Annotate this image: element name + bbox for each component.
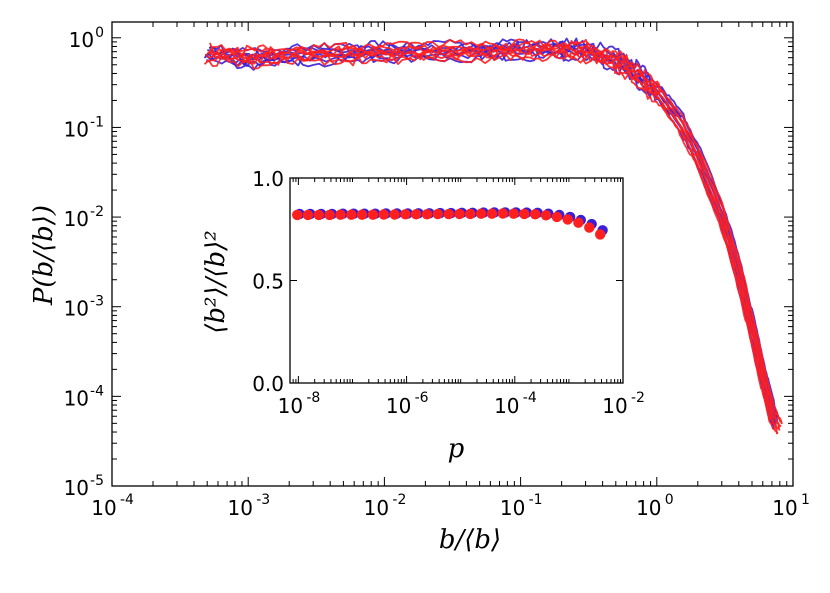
inset-x-tick-exponent: -2 xyxy=(631,390,645,406)
inset-x-tick-labels: 10 -8 10 -6 10 -4 10 -2 xyxy=(278,390,645,418)
inset-point xyxy=(573,217,584,228)
main-curve xyxy=(205,44,780,430)
inset-point xyxy=(356,209,368,220)
y-tick-exponent: -5 xyxy=(90,473,104,489)
inset-point xyxy=(432,208,443,220)
inset-ticks xyxy=(289,177,624,384)
x-tick-label: 10 xyxy=(227,496,252,520)
inset-x-tick-label: 10 xyxy=(386,394,411,418)
inset-point xyxy=(367,209,379,220)
x-tick-exponent: -1 xyxy=(529,492,543,508)
y-tick-label: 10 xyxy=(64,207,89,231)
main-x-axis-label: b/⟨b⟩ xyxy=(439,525,501,555)
inset-point xyxy=(378,209,389,220)
inset-point xyxy=(335,209,346,220)
x-tick-exponent: -3 xyxy=(256,492,270,508)
inset-background xyxy=(290,178,623,383)
y-tick-exponent: -4 xyxy=(90,383,104,399)
x-tick-exponent: -4 xyxy=(120,492,134,508)
y-tick-exponent: -2 xyxy=(90,204,104,220)
x-tick-label: 10 xyxy=(364,496,389,520)
inset-x-tick-label: 10 xyxy=(602,394,627,418)
inset-point xyxy=(389,209,400,220)
y-tick-label: 10 xyxy=(64,476,89,500)
inset-point xyxy=(595,229,606,240)
y-tick-exponent: -3 xyxy=(90,294,104,310)
main-y-axis-label: P(b/⟨b⟩) xyxy=(29,205,59,306)
y-tick-label: 10 xyxy=(64,386,89,410)
inset-series-red xyxy=(292,208,606,240)
main-series-red xyxy=(203,38,783,435)
inset-point xyxy=(454,208,465,220)
inset-plot: 10 -8 10 -6 10 -4 10 -2 0.00.51.0 p ⟨b²⟩/⟨b⟩² xyxy=(201,167,645,464)
main-plot-frame xyxy=(111,21,794,487)
inset-point xyxy=(540,210,552,221)
x-tick-exponent: 0 xyxy=(665,492,674,508)
inset-point xyxy=(324,209,335,221)
inset-point xyxy=(497,208,508,219)
inset-point xyxy=(421,209,433,220)
y-tick-label: 10 xyxy=(64,297,89,321)
inset-point xyxy=(313,209,324,221)
inset-y-tick-label: 0.5 xyxy=(252,270,284,294)
inset-point xyxy=(443,208,454,220)
main-ticks xyxy=(111,22,794,487)
inset-point xyxy=(519,208,530,220)
inset-point xyxy=(346,209,357,220)
inset-y-tick-labels: 0.0 0.5 1.0 xyxy=(252,167,284,396)
main-plot: 10 -4 10 -3 10 -2 10 -1 10 0 10 1 -510-410-310-210-… xyxy=(29,21,810,555)
inset-x-axis-label: p xyxy=(448,434,465,464)
inset-point xyxy=(475,208,487,219)
y-tick-exponent: 0 xyxy=(95,25,104,41)
inset-x-tick-exponent: -6 xyxy=(415,390,429,406)
inset-point xyxy=(400,209,411,220)
inset-point xyxy=(530,209,541,220)
x-tick-label: 10 xyxy=(91,496,116,520)
inset-x-tick-exponent: -8 xyxy=(306,390,320,406)
x-tick-exponent: 1 xyxy=(801,492,810,508)
main-curve xyxy=(209,38,783,425)
inset-y-axis-label: ⟨b²⟩/⟨b⟩² xyxy=(201,230,231,333)
inset-y-tick-label: 1.0 xyxy=(252,167,284,191)
y-tick-exponent: -1 xyxy=(90,114,104,130)
inset-point xyxy=(562,214,573,225)
inset-series-layer xyxy=(292,207,608,240)
inset-point xyxy=(410,209,422,220)
x-tick-label: 10 xyxy=(500,496,525,520)
y-tick-label: 10 xyxy=(64,117,89,141)
inset-x-tick-label: 10 xyxy=(278,394,303,418)
x-tick-label: 10 xyxy=(636,496,661,520)
main-x-tick-labels: 10 -4 10 -3 10 -2 10 -1 10 0 10 1 xyxy=(91,492,810,520)
y-tick-label: 10 xyxy=(69,28,94,52)
x-tick-exponent: -2 xyxy=(392,492,406,508)
inset-x-tick-label: 10 xyxy=(494,394,519,418)
x-tick-label: 10 xyxy=(772,496,797,520)
inset-x-tick-exponent: -4 xyxy=(523,390,537,406)
inset-point xyxy=(302,209,314,221)
inset-point xyxy=(292,209,303,221)
inset-point xyxy=(465,208,476,220)
inset-y-tick-label: 0.0 xyxy=(252,372,284,396)
inset-point xyxy=(486,208,498,219)
inset-point xyxy=(551,211,563,223)
main-curve xyxy=(207,41,782,428)
inset-point xyxy=(508,208,519,219)
main-series-layer xyxy=(203,37,783,435)
inset-point xyxy=(584,222,595,233)
